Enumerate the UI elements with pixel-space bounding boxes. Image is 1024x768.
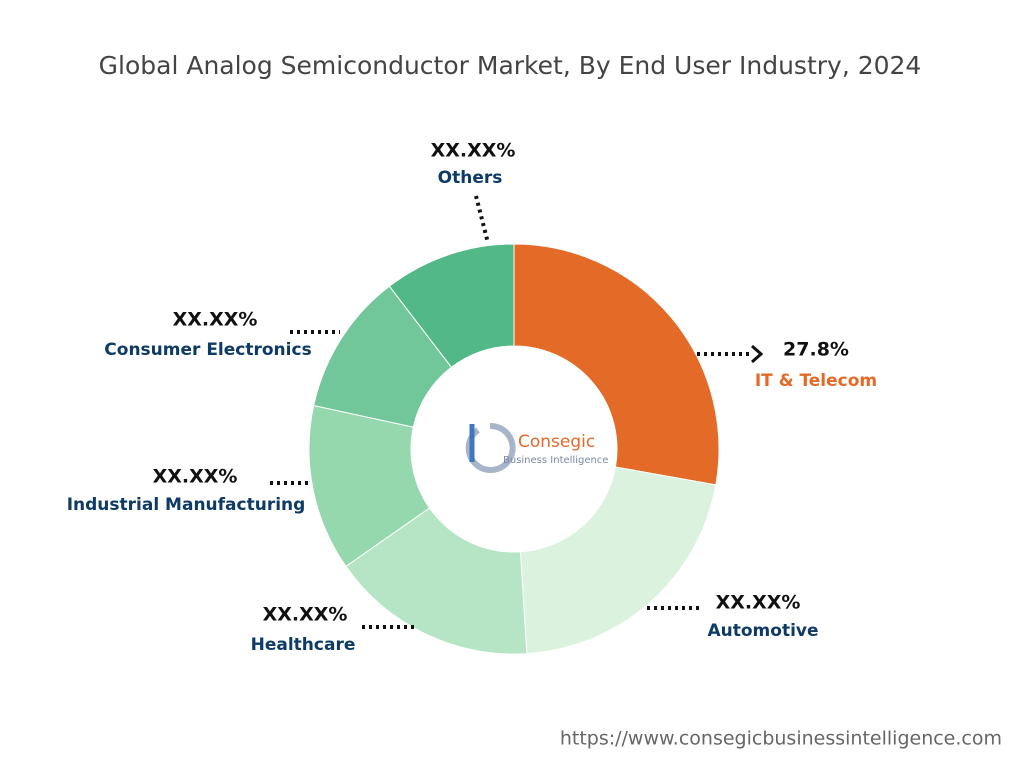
chart-title: Global Analog Semiconductor Market, By E…: [99, 51, 922, 80]
leader-arrow: [751, 344, 764, 364]
logo-icon: [465, 422, 516, 473]
slice: [519, 466, 717, 655]
leader-line: [474, 195, 490, 244]
slice: [513, 243, 720, 486]
slice: [345, 507, 528, 655]
logo-tagline: Business Intelligence: [503, 455, 608, 466]
category-label: Industrial Manufacturing: [67, 495, 306, 515]
category-label: Others: [438, 168, 503, 188]
category-label: IT & Telecom: [755, 371, 877, 391]
category-label: Consumer Electronics: [104, 340, 311, 360]
value-label: XX.XX%: [263, 604, 348, 626]
value-label: 27.8%: [783, 339, 849, 361]
logo-name: Consegic: [518, 432, 595, 452]
slice: [388, 243, 515, 368]
category-label: Automotive: [707, 621, 818, 641]
value-label: XX.XX%: [431, 140, 516, 162]
value-label: XX.XX%: [173, 309, 258, 331]
source: https://www.consegicbusinessintelligence…: [560, 728, 1002, 750]
value-label: XX.XX%: [716, 592, 801, 614]
category-label: Healthcare: [251, 635, 356, 655]
value-label: XX.XX%: [153, 466, 238, 488]
logo: Consegic Business Intelligence: [465, 422, 608, 473]
